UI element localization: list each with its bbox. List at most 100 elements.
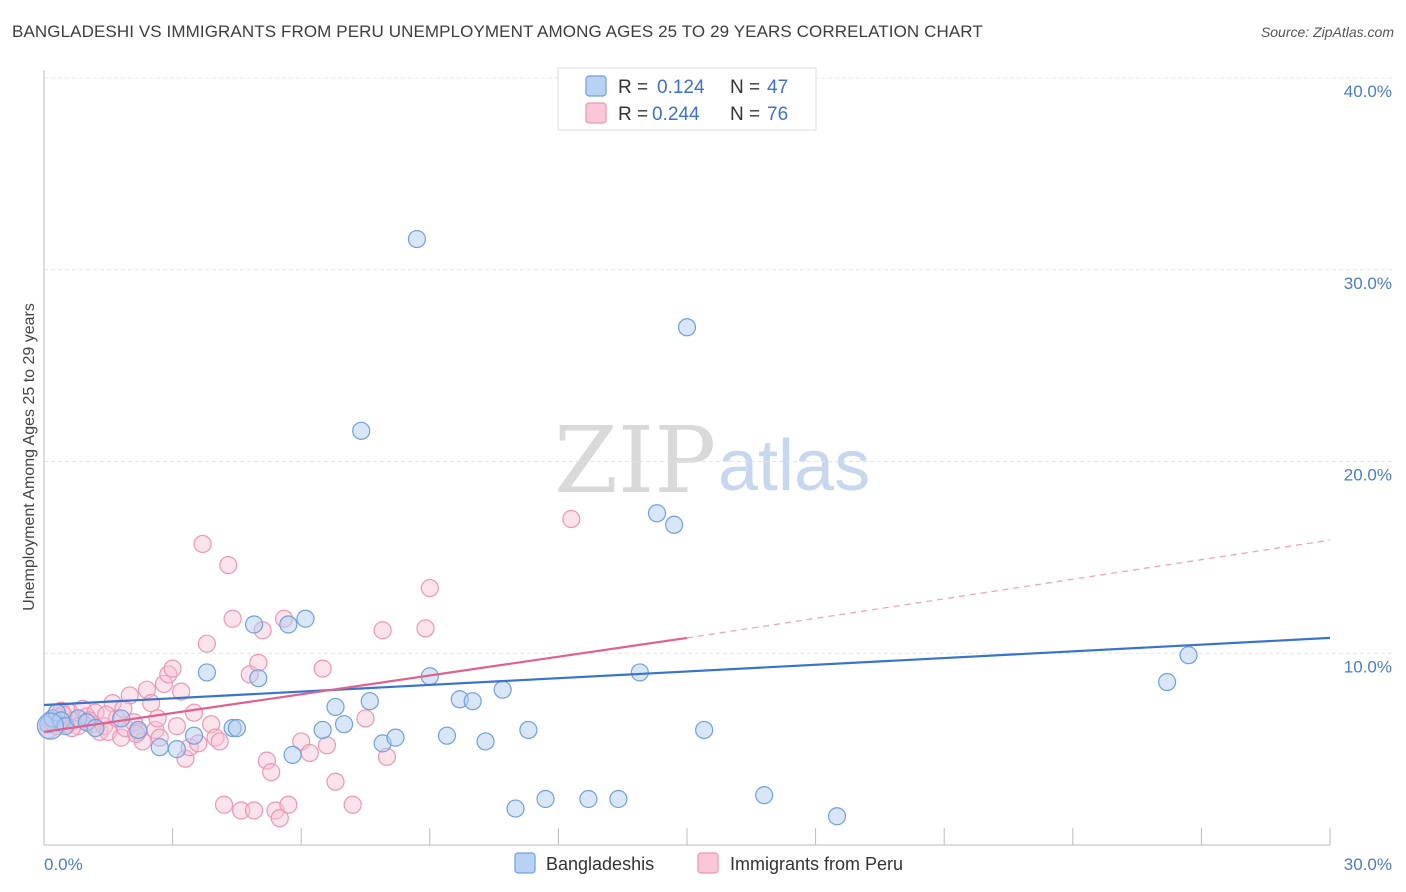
point-bangladeshi bbox=[1158, 672, 1177, 692]
point-bangladeshi bbox=[86, 718, 105, 738]
point-bangladeshi bbox=[665, 515, 684, 534]
trend-line-peru-extension bbox=[686, 539, 1331, 639]
point-peru bbox=[244, 801, 264, 820]
point-bangladeshi-cluster bbox=[36, 712, 65, 740]
bottom-legend-label-peru: Immigrants from Peru bbox=[730, 854, 903, 874]
legend-r-label-2: R = bbox=[618, 104, 648, 125]
legend-r-value-2: 0.244 bbox=[652, 104, 700, 125]
point-bangladeshi bbox=[112, 709, 131, 728]
point-bangladeshi bbox=[493, 680, 512, 699]
point-bangladeshi bbox=[360, 692, 379, 711]
point-peru bbox=[317, 736, 337, 755]
point-peru bbox=[416, 619, 435, 638]
trend-lines bbox=[43, 539, 1331, 733]
point-bangladeshi bbox=[437, 726, 457, 745]
point-peru bbox=[257, 751, 277, 770]
point-peru bbox=[163, 659, 182, 678]
y-tick-label-30: 30.0% bbox=[1344, 274, 1392, 293]
bottom-legend-label-bangladeshi: Bangladeshis bbox=[546, 854, 654, 874]
legend-n-label-2: N = bbox=[730, 104, 760, 125]
point-bangladeshi bbox=[579, 789, 598, 809]
point-peru bbox=[148, 709, 167, 728]
point-peru bbox=[262, 763, 281, 782]
point-bangladeshi bbox=[519, 720, 538, 740]
point-peru bbox=[167, 717, 186, 736]
point-peru bbox=[112, 728, 131, 747]
legend-n-value-2: 76 bbox=[767, 104, 788, 125]
point-peru bbox=[154, 674, 174, 694]
y-tick-label-20: 20.0% bbox=[1344, 466, 1392, 485]
point-peru bbox=[214, 795, 234, 814]
point-bangladeshi bbox=[244, 615, 264, 634]
watermark-zip: ZIP bbox=[554, 407, 716, 514]
point-bangladeshi bbox=[326, 697, 345, 717]
legend-r-value-1: 0.124 bbox=[657, 77, 705, 98]
point-peru bbox=[137, 680, 156, 699]
point-peru bbox=[313, 659, 332, 678]
y-axis-label: Unemployment Among Ages 25 to 29 years bbox=[21, 303, 38, 611]
point-peru bbox=[202, 715, 221, 734]
point-bangladeshi bbox=[827, 807, 847, 826]
point-peru bbox=[562, 509, 581, 529]
point-bangladeshi bbox=[630, 663, 649, 682]
point-bangladeshi bbox=[476, 732, 495, 751]
point-bangladeshi bbox=[313, 720, 332, 740]
point-peru bbox=[343, 795, 362, 814]
legend-n-label-1: N = bbox=[730, 77, 760, 98]
point-bangladeshi bbox=[647, 504, 667, 523]
legend-swatch-peru bbox=[585, 102, 607, 124]
point-bangladeshi bbox=[249, 669, 268, 688]
point-bangladeshi bbox=[506, 799, 525, 818]
point-peru bbox=[356, 709, 375, 728]
point-bangladeshi bbox=[463, 692, 482, 711]
point-peru bbox=[249, 653, 268, 672]
series-bangladeshi-points bbox=[36, 229, 1198, 826]
point-bangladeshi bbox=[407, 229, 427, 249]
trend-line-bangladeshi bbox=[43, 636, 1331, 707]
x-tick-label-max: 30.0% bbox=[1344, 855, 1392, 874]
point-bangladeshi bbox=[677, 318, 697, 337]
grid-lines bbox=[44, 77, 1392, 654]
point-peru bbox=[279, 795, 298, 814]
point-bangladeshi bbox=[695, 720, 714, 740]
point-peru bbox=[270, 809, 289, 828]
point-bangladeshi bbox=[1179, 646, 1198, 665]
series-peru-points bbox=[39, 509, 581, 828]
point-peru bbox=[300, 743, 319, 763]
point-peru bbox=[373, 621, 392, 640]
point-peru bbox=[142, 694, 161, 713]
point-bangladeshi bbox=[536, 789, 555, 809]
x-tick-label-min: 0.0% bbox=[44, 855, 83, 874]
x-tick-marks bbox=[172, 828, 1331, 845]
legend-n-value-1: 47 bbox=[767, 77, 788, 98]
point-peru bbox=[184, 703, 204, 722]
point-peru bbox=[193, 534, 212, 554]
y-tick-labels: 10.0% 20.0% 30.0% 40.0% bbox=[1344, 82, 1392, 676]
point-peru bbox=[223, 609, 242, 628]
bottom-legend: Bangladeshis Immigrants from Peru bbox=[514, 852, 903, 874]
bottom-legend-swatch-bangladeshi bbox=[514, 852, 536, 874]
bottom-legend-swatch-peru bbox=[697, 852, 719, 874]
point-bangladeshi bbox=[334, 715, 354, 734]
point-bangladeshi bbox=[184, 726, 204, 745]
point-peru bbox=[197, 634, 216, 653]
y-tick-label-40: 40.0% bbox=[1344, 82, 1392, 101]
legend-r-label-1: R = bbox=[618, 77, 648, 98]
legend-swatch-bangladeshi bbox=[585, 75, 607, 97]
chart-title: BANGLADESHI VS IMMIGRANTS FROM PERU UNEM… bbox=[12, 22, 983, 41]
point-bangladeshi bbox=[129, 720, 148, 740]
point-bangladeshi bbox=[150, 738, 169, 757]
point-bangladeshi bbox=[283, 745, 302, 764]
point-peru bbox=[210, 732, 229, 751]
point-bangladeshi bbox=[279, 615, 298, 634]
y-tick-label-10: 10.0% bbox=[1344, 657, 1392, 676]
point-peru bbox=[232, 801, 251, 820]
point-peru bbox=[172, 682, 191, 701]
point-bangladeshi bbox=[197, 663, 216, 682]
top-legend: R = 0.124 N = 47 R = 0.244 N = 76 bbox=[557, 67, 817, 131]
point-bangladeshi bbox=[386, 728, 405, 747]
point-bangladeshi bbox=[609, 789, 628, 809]
point-bangladeshi bbox=[755, 786, 774, 805]
point-peru bbox=[219, 555, 238, 575]
